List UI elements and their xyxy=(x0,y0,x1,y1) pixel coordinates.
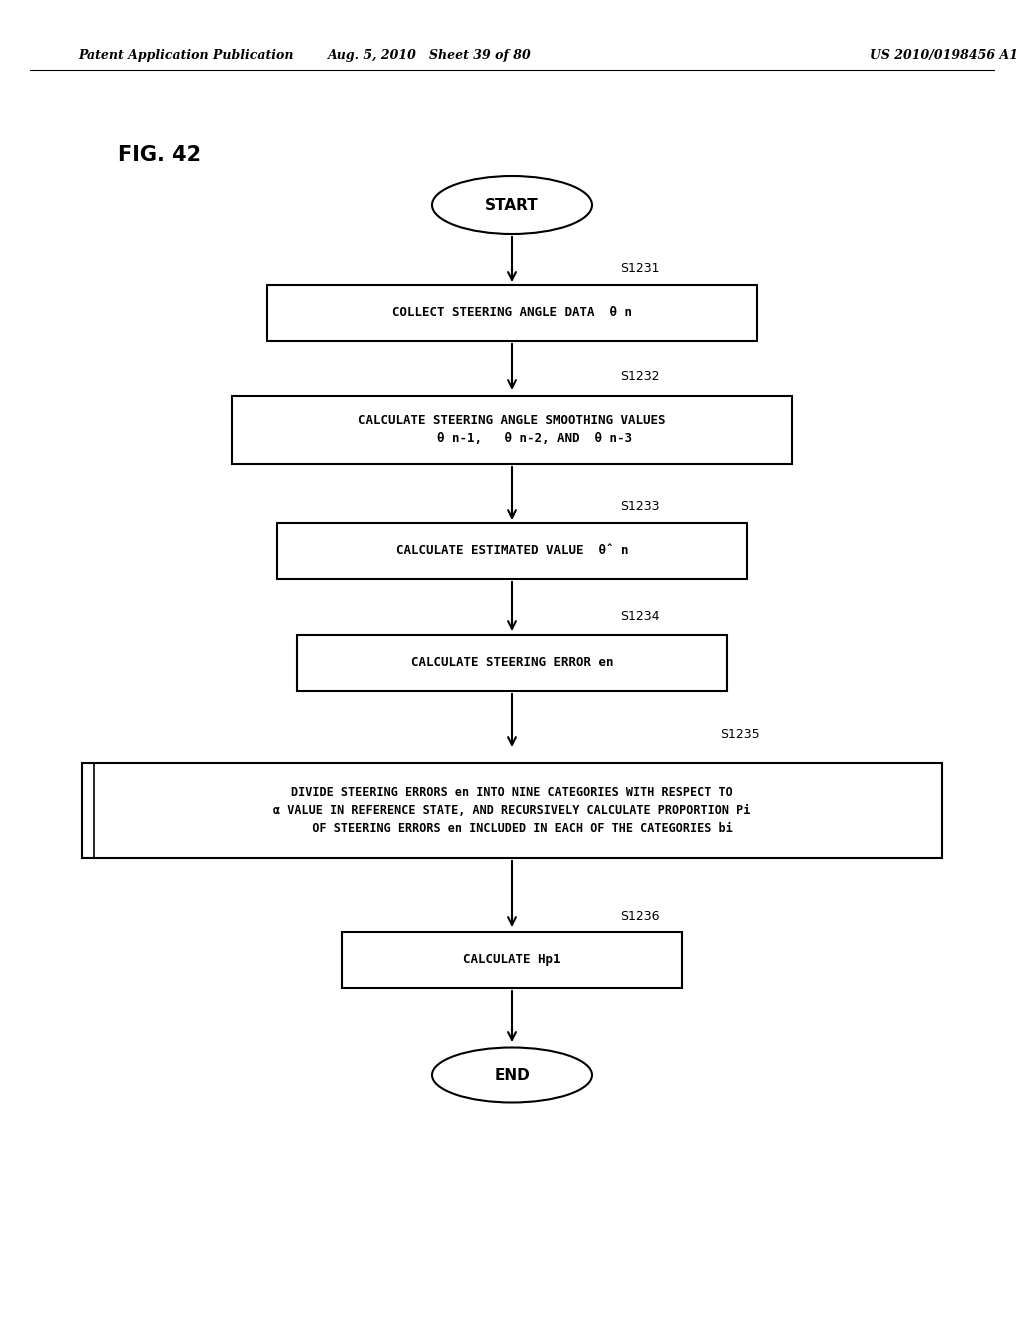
Text: FIG. 42: FIG. 42 xyxy=(118,145,201,165)
Text: S1236: S1236 xyxy=(620,909,659,923)
Text: CALCULATE Hp1: CALCULATE Hp1 xyxy=(463,953,561,966)
Bar xyxy=(342,932,682,987)
Text: S1235: S1235 xyxy=(720,729,760,742)
Text: COLLECT STEERING ANGLE DATA  θ n: COLLECT STEERING ANGLE DATA θ n xyxy=(392,306,632,319)
Text: Aug. 5, 2010   Sheet 39 of 80: Aug. 5, 2010 Sheet 39 of 80 xyxy=(328,49,531,62)
Bar xyxy=(278,523,746,579)
Text: CALCULATE STEERING ERROR en: CALCULATE STEERING ERROR en xyxy=(411,656,613,669)
Bar xyxy=(267,285,757,341)
Text: S1234: S1234 xyxy=(620,610,659,623)
Text: DIVIDE STEERING ERRORS en INTO NINE CATEGORIES WITH RESPECT TO
α VALUE IN REFERE: DIVIDE STEERING ERRORS en INTO NINE CATE… xyxy=(273,785,751,834)
Text: START: START xyxy=(485,198,539,213)
Text: S1233: S1233 xyxy=(620,499,659,512)
Bar xyxy=(232,396,792,465)
Text: END: END xyxy=(495,1068,529,1082)
Bar xyxy=(82,763,942,858)
Text: CALCULATE ESTIMATED VALUE  θ̂ n: CALCULATE ESTIMATED VALUE θ̂ n xyxy=(395,544,629,557)
Text: CALCULATE STEERING ANGLE SMOOTHING VALUES
      θ n-1,   θ n-2, AND  θ n-3: CALCULATE STEERING ANGLE SMOOTHING VALUE… xyxy=(358,414,666,446)
Text: S1231: S1231 xyxy=(620,261,659,275)
Bar xyxy=(297,635,727,690)
Text: US 2010/0198456 A1: US 2010/0198456 A1 xyxy=(870,49,1018,62)
Text: Patent Application Publication: Patent Application Publication xyxy=(78,49,294,62)
Text: S1232: S1232 xyxy=(620,370,659,383)
